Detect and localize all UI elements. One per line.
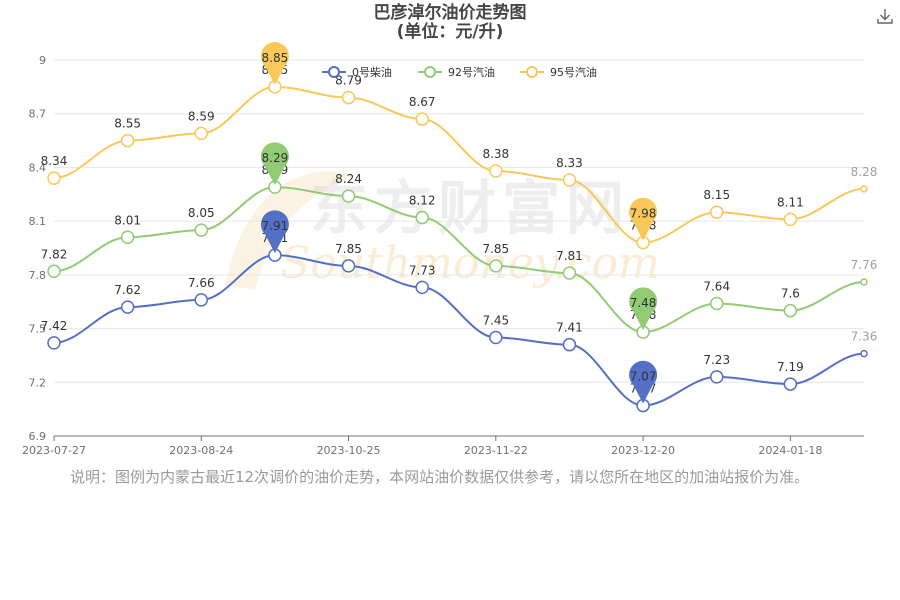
data-point — [47, 171, 61, 185]
data-point — [194, 293, 209, 307]
x-tick-label: 2024-01-18 — [758, 444, 822, 457]
data-label: 8.28 — [851, 165, 878, 179]
y-tick-label: 8.1 — [29, 215, 47, 228]
data-label: 8.67 — [409, 95, 436, 109]
data-point — [415, 112, 429, 126]
data-point — [709, 296, 724, 311]
marker-pin — [629, 197, 658, 241]
pin-label: 8.29 — [262, 151, 289, 165]
data-point — [860, 278, 868, 286]
y-tick-label: 7.5 — [29, 323, 47, 336]
y-tick-label: 6.9 — [29, 430, 47, 443]
data-point — [783, 377, 798, 391]
marker-pin — [260, 42, 289, 85]
data-label: 7.6 — [781, 287, 800, 301]
chart-subtitle: (单位：元/升) — [396, 22, 504, 42]
data-label: 8.33 — [556, 156, 583, 170]
legend-swatch-marker — [424, 66, 436, 78]
legend-swatch-marker — [526, 66, 538, 78]
pin-label: 7.91 — [262, 219, 289, 233]
y-tick-label: 9 — [39, 54, 46, 67]
marker-pin — [629, 360, 658, 404]
data-label: 7.19 — [777, 360, 804, 374]
data-point — [489, 164, 503, 178]
data-point — [120, 133, 135, 148]
data-point — [415, 210, 429, 225]
marker-pin — [629, 287, 658, 331]
data-point — [47, 336, 61, 350]
data-label: 7.36 — [851, 330, 878, 344]
data-label: 7.42 — [41, 319, 68, 333]
data-label: 8.38 — [482, 147, 509, 161]
data-label: 7.85 — [482, 242, 509, 256]
data-label: 7.45 — [482, 314, 509, 328]
legend-item-label: 92号汽油 — [448, 65, 495, 79]
data-label: 7.73 — [409, 263, 436, 277]
pin-label: 7.48 — [630, 296, 657, 310]
legend-swatch-marker — [328, 66, 340, 78]
footnote: 说明：图例为内蒙古最近12次调价的油价走势，本网站油价数据仅供参考，请以您所在地… — [70, 468, 810, 486]
data-label: 7.76 — [851, 258, 878, 272]
x-tick-label: 2023-11-22 — [464, 444, 528, 457]
data-label: 8.12 — [409, 194, 436, 208]
data-point — [562, 266, 577, 280]
data-point — [562, 337, 577, 352]
data-label: 7.23 — [703, 353, 730, 367]
x-tick-label: 2023-10-25 — [317, 444, 381, 457]
data-label: 7.64 — [703, 280, 730, 294]
legend-item-label: 0号柴油 — [352, 65, 392, 79]
y-tick-label: 7.8 — [29, 269, 47, 282]
data-label: 8.15 — [703, 188, 730, 202]
data-point — [489, 330, 503, 345]
x-tick-label: 2023-12-20 — [611, 444, 675, 457]
data-point — [194, 223, 209, 237]
data-point — [120, 230, 135, 245]
data-point — [341, 90, 356, 105]
data-label: 8.79 — [335, 74, 362, 88]
marker-pin — [260, 210, 289, 254]
data-point — [489, 259, 503, 273]
data-label: 7.41 — [556, 321, 583, 335]
data-label: 7.82 — [41, 247, 68, 261]
data-point — [783, 303, 798, 318]
pin-label: 7.07 — [630, 370, 657, 384]
data-label: 7.62 — [114, 283, 141, 297]
x-tick-label: 2023-07-27 — [22, 444, 86, 457]
data-point — [341, 259, 356, 273]
data-label: 8.55 — [114, 117, 141, 131]
data-point — [562, 173, 577, 187]
data-label: 7.85 — [335, 242, 362, 256]
y-tick-label: 8.7 — [29, 108, 47, 121]
data-point — [120, 300, 135, 314]
data-label: 8.24 — [335, 172, 362, 186]
data-point — [415, 280, 429, 295]
pin-label: 8.85 — [262, 51, 289, 65]
download-icon[interactable] — [875, 6, 895, 26]
y-tick-label: 8.4 — [29, 161, 47, 174]
data-point — [341, 189, 356, 203]
y-tick-label: 7.2 — [29, 376, 47, 389]
data-point — [783, 212, 798, 227]
data-point — [47, 264, 61, 279]
data-point — [709, 370, 724, 384]
data-label: 8.11 — [777, 195, 804, 209]
data-point — [709, 205, 724, 219]
data-point — [860, 185, 868, 193]
data-label: 8.01 — [114, 213, 141, 227]
pin-label: 7.98 — [630, 207, 657, 221]
data-point — [860, 349, 868, 358]
data-point — [194, 126, 209, 141]
data-label: 8.05 — [188, 206, 215, 220]
data-label: 7.81 — [556, 249, 583, 263]
chart-title: 巴彦淖尔油价走势图 — [373, 3, 527, 23]
x-tick-label: 2023-08-24 — [169, 444, 233, 457]
marker-pin — [260, 142, 289, 186]
data-label: 8.34 — [41, 154, 68, 168]
legend-item-label: 95号汽油 — [550, 65, 597, 79]
data-label: 8.59 — [188, 109, 215, 123]
data-label: 7.66 — [188, 276, 215, 290]
